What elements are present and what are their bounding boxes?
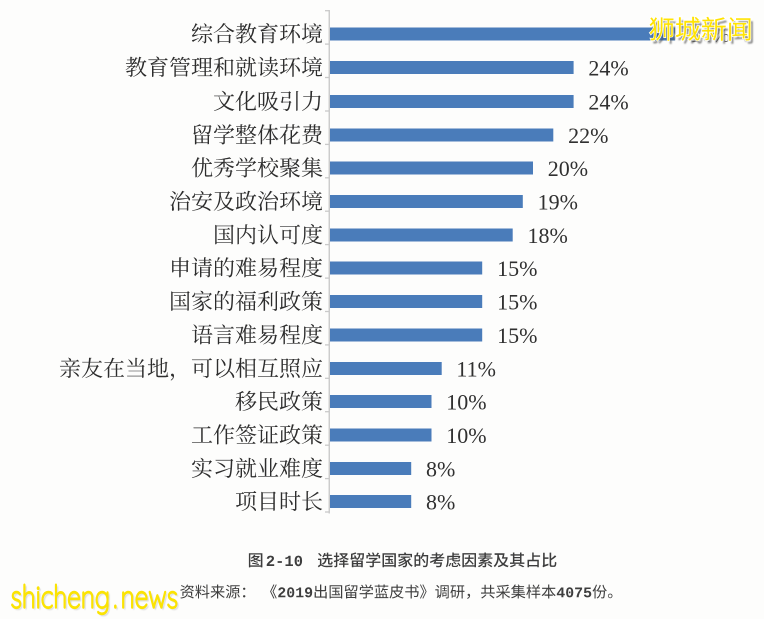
- svg-text:22%: 22%: [568, 123, 608, 148]
- svg-text:18%: 18%: [528, 223, 568, 248]
- svg-text:15%: 15%: [497, 323, 537, 348]
- svg-text:8%: 8%: [426, 490, 455, 515]
- svg-text:24%: 24%: [588, 90, 628, 115]
- svg-text:10%: 10%: [446, 390, 486, 415]
- svg-text:11%: 11%: [456, 357, 496, 382]
- svg-text:20%: 20%: [548, 156, 588, 181]
- svg-text:10%: 10%: [446, 423, 486, 448]
- svg-text:15%: 15%: [497, 290, 537, 315]
- svg-text:15%: 15%: [497, 256, 537, 281]
- svg-text:19%: 19%: [538, 190, 578, 215]
- svg-text:24%: 24%: [588, 56, 628, 81]
- svg-text:8%: 8%: [426, 457, 455, 482]
